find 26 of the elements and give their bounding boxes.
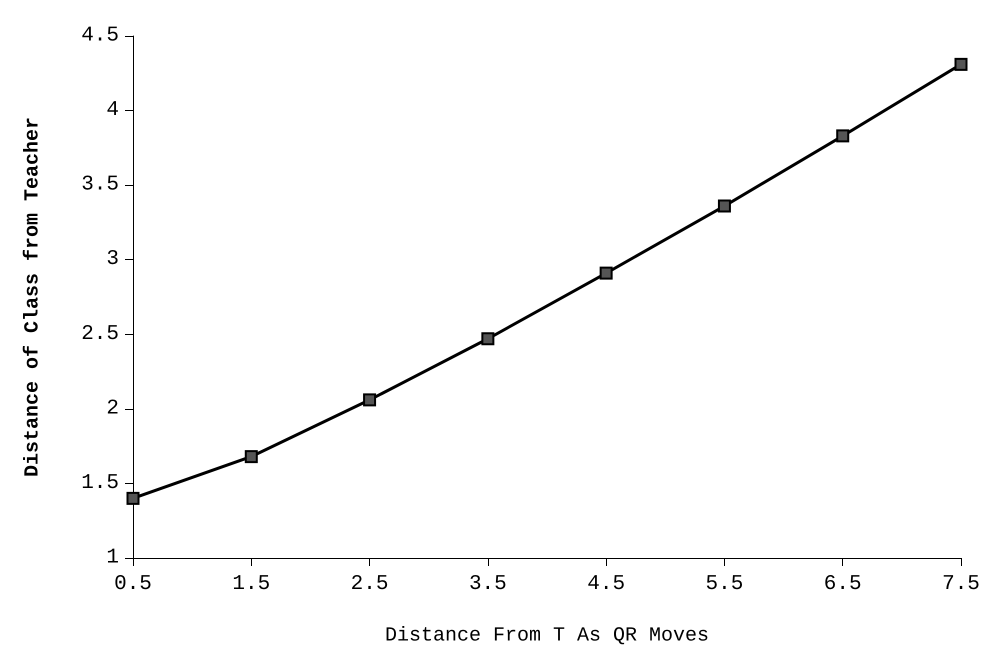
point xyxy=(718,200,731,213)
y-tick-label: 1.5 xyxy=(81,472,119,495)
x-axis-title: Distance From T As QR Moves xyxy=(384,624,710,648)
x-tick-label: 4.5 xyxy=(587,573,626,596)
point xyxy=(836,129,850,142)
point xyxy=(363,393,376,406)
x-tick-label: 6.5 xyxy=(824,573,862,596)
y-tick-label: 4 xyxy=(106,99,119,122)
y-axis-title: Distance of Class from Teacher xyxy=(22,116,44,478)
y-tick-label: 4.5 xyxy=(81,24,119,48)
y-tick-label: 3.5 xyxy=(81,174,119,197)
point xyxy=(126,492,140,505)
point xyxy=(954,58,968,71)
point xyxy=(481,332,494,346)
x-tick-label: 1.5 xyxy=(232,573,270,596)
x-tick-label: 2.5 xyxy=(350,573,388,596)
x-tick-label: 3.5 xyxy=(468,573,507,596)
y-tick-label: 3 xyxy=(106,248,119,272)
x-tick-label: 0.5 xyxy=(114,573,152,596)
x-tick-label: 5.5 xyxy=(706,573,744,596)
y-tick-label: 2 xyxy=(106,397,119,420)
point xyxy=(244,450,258,464)
y-tick-label: 2.5 xyxy=(81,322,119,346)
x-tick-label: 7.5 xyxy=(942,573,980,596)
point xyxy=(600,266,613,280)
y-tick-label: 1 xyxy=(106,546,119,570)
